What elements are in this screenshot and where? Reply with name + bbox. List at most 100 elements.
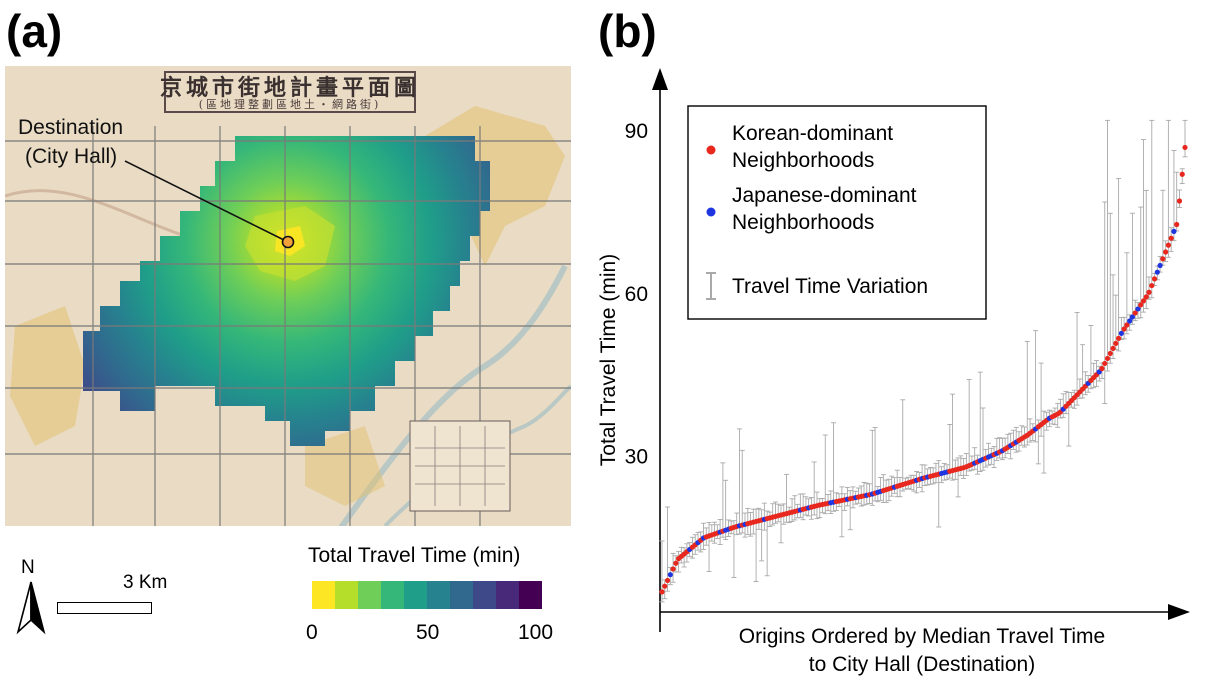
variation-bar <box>1105 119 1111 372</box>
variation-bar <box>736 428 742 535</box>
north-label: N <box>21 557 35 578</box>
variation-bar <box>720 462 726 538</box>
point-korean <box>1176 198 1183 204</box>
destination-marker <box>281 235 295 249</box>
legend-marker-korean <box>706 145 716 155</box>
point-korean <box>1146 289 1152 295</box>
scale-label: 3 Km <box>123 572 168 593</box>
variation-bar <box>1149 119 1155 299</box>
legend-variation: Travel Time Variation <box>732 275 928 298</box>
variation-bar <box>761 502 767 531</box>
variation-bar <box>872 427 878 502</box>
y-tick-label: 90 <box>625 120 648 143</box>
colorbar-step-0 <box>312 581 335 609</box>
variation-bar <box>1165 119 1171 258</box>
variation-bar <box>792 495 798 521</box>
variation-bar <box>1124 252 1130 335</box>
point-korean <box>664 577 671 584</box>
destination-sublabel: (City Hall) <box>25 145 117 168</box>
point-korean <box>1168 235 1174 241</box>
point-japanese <box>1129 314 1136 320</box>
variation-bar <box>966 379 972 472</box>
travel-time-chart: 30 60 90 Total Travel Time (min) Origins O… <box>597 68 1190 676</box>
y-tick-label: 30 <box>625 445 648 468</box>
variation-bar <box>900 399 906 492</box>
origin-points <box>659 144 1188 595</box>
colorbar-step-2 <box>358 581 381 609</box>
legend-japanese-line1: Japanese-dominant <box>732 184 917 207</box>
colorbar-step-4 <box>404 581 427 609</box>
variation-bar <box>665 506 671 592</box>
variation-bar <box>731 520 737 578</box>
point-korean <box>1138 302 1144 308</box>
variation-bar <box>972 447 978 470</box>
point-korean <box>1099 365 1105 372</box>
variation-bar <box>950 393 956 481</box>
variation-bar <box>734 512 740 536</box>
legend-korean-line2: Neighborhoods <box>732 149 874 172</box>
colorbar-tick-max: 100 <box>518 621 554 644</box>
legend-marker-variation <box>706 272 716 300</box>
historic-legend-lines <box>415 426 505 506</box>
colorbar-tick-mid: 50 <box>416 621 440 644</box>
variation-bar <box>772 501 778 524</box>
variation-bar <box>822 434 828 515</box>
destination-leader-line <box>124 160 289 243</box>
x-axis-title-line2: to City Hall (Destination) <box>809 653 1035 676</box>
variation-bar <box>1140 139 1146 313</box>
legend-korean-line1: Korean-dominant <box>732 122 893 145</box>
variation-bar <box>1171 149 1177 242</box>
map-subtitle: (區地理整劃區地土・網路街) <box>199 97 382 111</box>
travel-time-variation-bars <box>659 119 1188 603</box>
map-grid <box>5 126 571 526</box>
variation-bar <box>1005 433 1011 454</box>
point-korean <box>1107 350 1113 357</box>
colorbar-step-9 <box>519 581 542 609</box>
variation-bar <box>1082 371 1088 396</box>
variation-bar <box>817 498 823 519</box>
variation-bar <box>1057 398 1063 419</box>
point-korean <box>1115 335 1122 341</box>
variation-bar <box>986 442 992 466</box>
variation-bar <box>831 422 837 512</box>
variation-bar <box>764 510 770 577</box>
variation-bar <box>958 455 964 476</box>
variation-bar <box>1074 312 1080 406</box>
colorbar-step-1 <box>335 581 358 609</box>
point-korean <box>1179 171 1185 177</box>
variation-bar <box>1129 212 1135 325</box>
point-korean <box>1132 310 1138 316</box>
variation-bar <box>991 446 997 469</box>
variation-bar <box>706 522 712 572</box>
colorbar-step-7 <box>473 581 496 609</box>
variation-bar <box>797 493 803 519</box>
point-japanese <box>1154 269 1160 275</box>
variation-bar <box>1063 390 1069 414</box>
point-korean <box>1102 360 1108 367</box>
colorbar-title: Total Travel Time (min) <box>308 544 521 567</box>
legend-japanese-line2: Neighborhoods <box>732 211 874 234</box>
variation-bar <box>844 486 850 507</box>
point-korean <box>662 583 668 589</box>
x-axis-title: Origins Ordered by Median Travel Time <box>739 625 1105 648</box>
point-korean <box>1151 276 1158 282</box>
point-japanese <box>1127 318 1133 324</box>
point-korean <box>1143 294 1149 300</box>
point-japanese <box>1157 262 1163 269</box>
variation-bar <box>1138 206 1144 319</box>
point-japanese <box>1135 306 1141 312</box>
north-arrow-icon <box>16 581 46 635</box>
legend-marker-japanese <box>706 207 716 217</box>
point-korean <box>673 560 679 566</box>
colorbar-step-3 <box>381 581 404 609</box>
scale-bar <box>57 602 152 614</box>
variation-bar <box>739 449 745 534</box>
destination-label: Destination <box>18 116 123 139</box>
point-korean <box>1165 242 1171 248</box>
variation-bar <box>1102 201 1108 405</box>
x-axis-arrow <box>1168 604 1190 620</box>
y-tick-label: 60 <box>625 283 648 306</box>
chart-legend: Korean-dominant Neighborhoods Japanese-d… <box>687 105 987 320</box>
variation-bar <box>1019 425 1025 446</box>
point-korean <box>1104 355 1111 362</box>
